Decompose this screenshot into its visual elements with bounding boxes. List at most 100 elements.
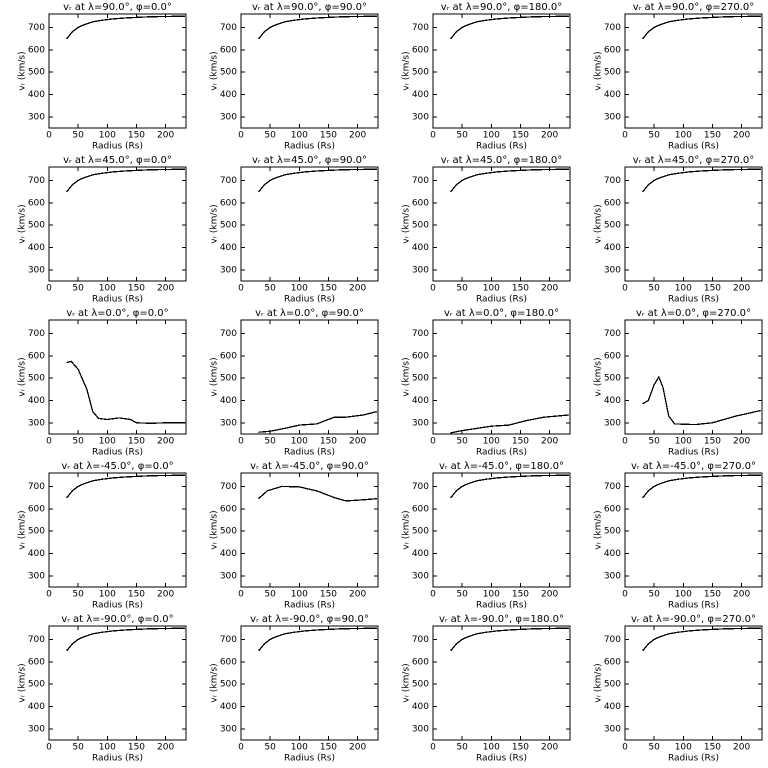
y-axis-label: vᵣ (km/s): [594, 51, 604, 90]
y-tick-label: 700: [28, 23, 45, 33]
y-tick-label: 700: [28, 482, 45, 492]
x-axis-label: Radius (Rs): [92, 601, 143, 611]
x-axis-label: Radius (Rs): [284, 448, 335, 458]
x-tick-label: 150: [320, 284, 337, 294]
x-tick-label: 100: [675, 590, 692, 600]
plot-frame: [624, 319, 763, 435]
x-axis-label: Radius (Rs): [92, 754, 143, 764]
y-tick-label: 400: [28, 396, 45, 406]
x-tick-label: 50: [72, 131, 84, 141]
y-axis-label: vᵣ (km/s): [18, 510, 28, 549]
x-tick-label: 200: [349, 284, 366, 294]
x-tick-label: 0: [622, 437, 628, 447]
y-tick-label: 600: [412, 45, 429, 55]
y-tick-label: 300: [604, 418, 621, 428]
x-axis-label: Radius (Rs): [476, 601, 527, 611]
plot-frame: [48, 13, 187, 129]
y-tick-label: 500: [604, 680, 621, 690]
y-axis-label: vᵣ (km/s): [594, 204, 604, 243]
panel-title: vᵣ at λ=-90.0°, φ=180.0°: [439, 614, 564, 625]
y-tick-label: 400: [220, 243, 237, 253]
data-line: [257, 15, 377, 40]
y-tick-label: 500: [412, 374, 429, 384]
y-tick-label: 400: [412, 549, 429, 559]
x-tick-label: 0: [46, 131, 52, 141]
x-tick-label: 200: [733, 590, 750, 600]
x-axis-label: Radius (Rs): [476, 295, 527, 305]
x-tick-label: 50: [456, 590, 468, 600]
y-tick-label: 400: [604, 702, 621, 712]
x-axis-label: Radius (Rs): [476, 754, 527, 764]
x-tick-label: 0: [238, 131, 244, 141]
y-tick-label: 500: [28, 527, 45, 537]
plot-frame: [432, 166, 571, 282]
panel: vᵣ at λ=0.0°, φ=90.0° Radius (Rs) vᵣ (km/s…: [210, 308, 379, 458]
y-tick-label: 400: [28, 243, 45, 253]
x-axis-label: Radius (Rs): [668, 295, 719, 305]
plot-frame: [432, 13, 571, 129]
x-tick-label: 0: [46, 437, 52, 447]
data-line: [65, 474, 185, 499]
y-tick-label: 300: [412, 112, 429, 122]
x-axis-label: Radius (Rs): [668, 448, 719, 458]
y-tick-label: 300: [220, 112, 237, 122]
x-tick-label: 150: [320, 131, 337, 141]
data-line: [258, 410, 377, 433]
x-tick-label: 150: [704, 590, 721, 600]
y-axis-label: vᵣ (km/s): [210, 357, 220, 396]
x-tick-label: 200: [349, 743, 366, 753]
y-tick-label: 600: [604, 351, 621, 361]
panel: vᵣ at λ=90.0°, φ=270.0° Radius (Rs) vᵣ (km…: [594, 2, 763, 152]
x-tick-label: 200: [541, 131, 558, 141]
y-tick-label: 700: [604, 635, 621, 645]
x-tick-label: 0: [622, 284, 628, 294]
x-tick-label: 200: [157, 284, 174, 294]
y-tick-label: 400: [412, 90, 429, 100]
y-tick-label: 300: [604, 724, 621, 734]
x-tick-label: 50: [648, 590, 660, 600]
y-tick-label: 300: [28, 112, 45, 122]
x-tick-label: 0: [430, 131, 436, 141]
data-line: [257, 168, 377, 193]
y-tick-label: 400: [604, 549, 621, 559]
x-tick-label: 0: [46, 743, 52, 753]
panel: vᵣ at λ=-90.0°, φ=270.0° Radius (Rs) vᵣ (k…: [594, 614, 763, 764]
panel: vᵣ at λ=0.0°, φ=0.0° Radius (Rs) vᵣ (km/s)…: [18, 308, 187, 458]
x-tick-label: 100: [675, 284, 692, 294]
x-tick-label: 50: [264, 743, 276, 753]
x-tick-label: 0: [430, 590, 436, 600]
y-tick-label: 400: [604, 396, 621, 406]
x-tick-label: 200: [541, 590, 558, 600]
x-tick-label: 100: [675, 437, 692, 447]
x-tick-label: 0: [622, 590, 628, 600]
x-tick-label: 200: [541, 437, 558, 447]
x-axis-label: Radius (Rs): [476, 448, 527, 458]
panel: vᵣ at λ=90.0°, φ=0.0° Radius (Rs) vᵣ (km/s…: [18, 2, 187, 152]
data-line: [65, 15, 185, 40]
x-tick-label: 50: [72, 437, 84, 447]
y-tick-label: 400: [220, 702, 237, 712]
x-axis-label: Radius (Rs): [284, 754, 335, 764]
data-line: [641, 627, 761, 652]
plot-frame: [48, 166, 187, 282]
plot-frame: [624, 13, 763, 129]
plot-frame: [48, 625, 187, 741]
y-tick-label: 600: [28, 198, 45, 208]
x-tick-label: 50: [456, 131, 468, 141]
y-tick-label: 600: [220, 198, 237, 208]
panel: vᵣ at λ=-90.0°, φ=180.0° Radius (Rs) vᵣ (k…: [402, 614, 571, 764]
y-axis-label: vᵣ (km/s): [402, 510, 412, 549]
x-tick-label: 0: [430, 437, 436, 447]
y-tick-label: 300: [412, 724, 429, 734]
data-line: [65, 168, 185, 193]
panel: vᵣ at λ=45.0°, φ=270.0° Radius (Rs) vᵣ (km…: [594, 155, 763, 305]
y-axis-label: vᵣ (km/s): [18, 51, 28, 90]
y-tick-label: 700: [604, 176, 621, 186]
panel-title: vᵣ at λ=90.0°, φ=90.0°: [252, 2, 367, 13]
y-tick-label: 400: [28, 549, 45, 559]
x-tick-label: 50: [264, 131, 276, 141]
y-tick-label: 300: [28, 265, 45, 275]
x-tick-label: 100: [291, 437, 308, 447]
x-tick-label: 150: [128, 743, 145, 753]
x-tick-label: 0: [238, 743, 244, 753]
